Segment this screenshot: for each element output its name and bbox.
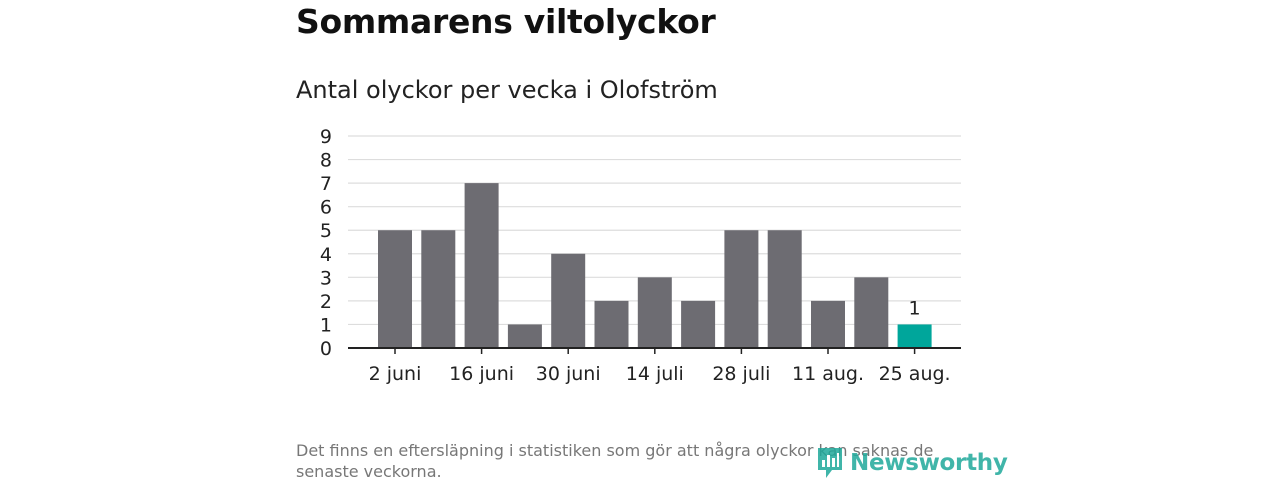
bar: [551, 253, 586, 348]
y-tick-label: 4: [320, 244, 332, 266]
bar: [421, 230, 456, 348]
y-tick-label: 6: [320, 197, 332, 219]
bar: [464, 183, 499, 348]
bar: [507, 324, 542, 348]
y-tick-label: 5: [320, 220, 332, 242]
bar-highlight: [897, 324, 932, 348]
y-tick-label: 8: [320, 150, 332, 172]
y-tick-label: 0: [320, 338, 332, 360]
data-label: 1: [909, 297, 921, 319]
x-tick-label: 30 juni: [536, 363, 601, 385]
bar: [681, 300, 716, 348]
y-tick-label: 3: [320, 267, 332, 289]
bar: [724, 230, 759, 348]
x-tick-label: 11 aug.: [792, 363, 864, 385]
bar: [637, 277, 672, 348]
bar: [378, 230, 412, 348]
bar: [594, 300, 629, 348]
bar: [767, 230, 802, 348]
x-tick-label: 16 juni: [449, 363, 514, 385]
bar: [811, 300, 845, 348]
y-tick-label: 9: [320, 126, 332, 148]
y-tick-label: 7: [320, 173, 332, 195]
x-tick-label: 25 aug.: [879, 363, 951, 385]
chart-title: Sommarens viltolyckor: [296, 2, 716, 41]
bar: [854, 277, 889, 348]
newsworthy-logo: Newsworthy: [816, 446, 1008, 480]
y-tick-label: 1: [320, 314, 332, 336]
newsworthy-logo-icon: [818, 448, 842, 478]
y-tick-label: 2: [320, 291, 332, 313]
logo-text: Newsworthy: [850, 450, 1008, 476]
x-tick-label: 2 juni: [369, 363, 422, 385]
x-tick-label: 14 juli: [626, 363, 684, 385]
x-tick-label: 28 juli: [712, 363, 770, 385]
footnote: Det finns en eftersläpning i statistiken…: [296, 441, 934, 481]
chart-subtitle: Antal olyckor per vecka i Olofström: [296, 76, 718, 104]
